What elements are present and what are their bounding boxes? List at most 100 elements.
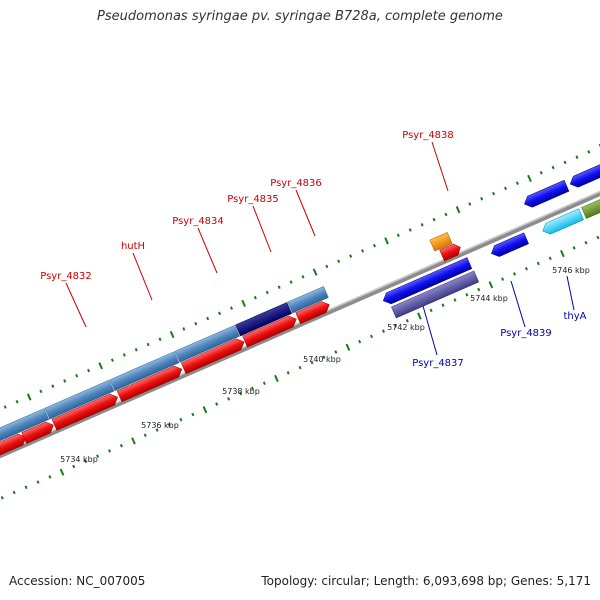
leader-psyr-4832: [65, 282, 87, 328]
outer-tick: [51, 384, 55, 388]
inner-tick: [488, 281, 494, 289]
inner-tick: [96, 454, 100, 458]
inner-tick: [72, 464, 76, 469]
outer-tick: [253, 295, 257, 300]
inner-tick: [524, 266, 528, 271]
inner-tick: [405, 319, 409, 323]
inner-tick: [59, 468, 65, 476]
inner-tick: [12, 490, 16, 495]
inner-tick: [334, 350, 338, 354]
gene-arrow-psyr-4837: [382, 257, 473, 305]
inner-tick: [36, 480, 40, 484]
inner-tick: [465, 292, 469, 297]
leader-psyr-4838: [431, 141, 449, 192]
inner-tick: [250, 386, 254, 391]
label-psyr-4837: Psyr_4837: [412, 358, 464, 369]
outer-tick: [408, 228, 412, 232]
accession-text: Accession: NC_007005: [9, 574, 146, 588]
leader-psyr-4836: [295, 189, 316, 237]
scale-label-5738: 5738 kbp: [222, 387, 260, 396]
gene-arrow-fwd-6: [242, 315, 297, 348]
gene-arrow-thya: [542, 208, 584, 235]
inner-tick: [345, 343, 351, 351]
scale-label-5734: 5734 kbp: [60, 455, 98, 464]
inner-tick: [596, 235, 600, 240]
outer-tick: [420, 223, 424, 227]
gene-arrow-fwd-5: [180, 338, 245, 375]
label-psyr-4839: Psyr_4839: [500, 328, 552, 339]
inner-tick: [441, 303, 445, 307]
outer-tick: [98, 362, 103, 370]
inner-tick: [262, 381, 266, 386]
inner-tick: [322, 355, 326, 359]
gene-arrow-psyr-4839: [491, 232, 529, 257]
gene-arrow-fwd-7: [295, 301, 330, 325]
outer-tick: [575, 155, 579, 159]
inner-tick: [453, 298, 457, 302]
outer-tick: [492, 191, 496, 196]
outer-tick: [361, 249, 365, 253]
leader-thya: [566, 275, 575, 311]
scale-label-5744: 5744 kbp: [470, 294, 508, 303]
inner-tick: [501, 277, 505, 281]
gene-block-psyr-4835: [235, 302, 293, 337]
inner-tick: [393, 324, 397, 328]
inner-tick: [238, 391, 243, 396]
outer-tick: [134, 347, 138, 352]
label-huth: hutH: [121, 241, 145, 252]
scale-label-5740: 5740 kbp: [303, 355, 341, 364]
inner-tick: [215, 402, 219, 406]
outer-tick: [194, 321, 198, 326]
scale-label-5742: 5742 kbp: [387, 323, 425, 332]
outer-tick: [444, 212, 448, 217]
leader-psyr-4834: [197, 227, 218, 274]
inner-tick: [227, 397, 231, 401]
inner-tick: [477, 287, 481, 292]
gene-block-psyr-4832: [44, 379, 115, 420]
inner-tick: [107, 449, 111, 453]
outer-tick: [503, 186, 508, 191]
label-psyr-4838: Psyr_4838: [402, 130, 454, 141]
inner-tick: [179, 417, 183, 422]
gene-arrow-fwd-4: [116, 365, 183, 403]
outer-tick: [432, 217, 436, 222]
inner-tick: [84, 459, 88, 464]
gene-block-psyr-4836: [287, 286, 329, 314]
label-psyr-4834: Psyr_4834: [172, 216, 224, 227]
inner-tick: [548, 256, 552, 261]
outer-tick: [301, 275, 305, 279]
inner-tick: [24, 485, 28, 490]
outer-tick: [515, 181, 519, 185]
gene-block-psyr-4834: [174, 324, 240, 363]
inner-tick: [119, 443, 123, 448]
outer-tick: [122, 353, 126, 357]
leader-huth: [132, 252, 153, 301]
map-title: Pseudomonas syringae pv. syringae B728a,…: [97, 9, 503, 24]
gene-arrow-fwd-1: [0, 433, 27, 466]
outer-tick: [539, 171, 543, 175]
outer-tick: [265, 290, 269, 295]
inner-tick: [286, 371, 290, 375]
gene-block-huth: [109, 351, 180, 392]
outer-tick: [241, 299, 246, 307]
inner-tick: [429, 308, 433, 313]
gene-arrow-psyr-4838: [439, 243, 461, 262]
scale-label-5746: 5746 kbp: [552, 266, 590, 275]
outer-tick: [455, 206, 461, 214]
outer-tick: [218, 311, 222, 316]
outer-tick: [312, 268, 318, 276]
inner-tick: [48, 475, 52, 479]
outer-tick: [563, 160, 567, 165]
outer-tick: [480, 197, 484, 201]
inner-tick: [0, 495, 4, 500]
outer-tick: [527, 174, 532, 183]
outer-tick: [384, 237, 389, 245]
scale-label-5736: 5736 kbp: [141, 421, 179, 430]
label-psyr-4836: Psyr_4836: [270, 178, 322, 189]
outer-tick: [468, 202, 472, 206]
outer-tick: [146, 342, 150, 347]
outer-tick: [110, 358, 114, 362]
inner-tick: [417, 312, 422, 320]
outer-tick: [39, 389, 43, 394]
